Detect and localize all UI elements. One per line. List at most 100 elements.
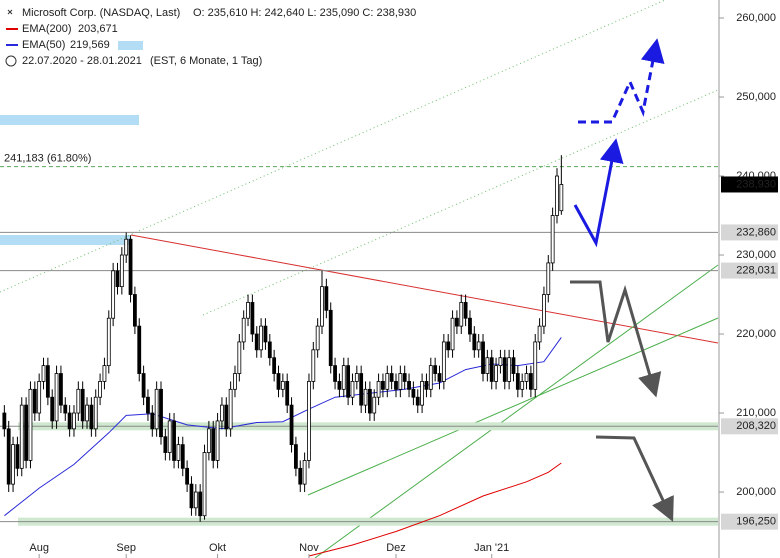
candle-body xyxy=(315,325,320,351)
candle-body xyxy=(89,404,94,430)
ema-line xyxy=(308,462,562,557)
candle-body xyxy=(220,404,224,422)
candle-body xyxy=(502,357,507,382)
level-label: 208,320 xyxy=(736,420,776,432)
candle-body xyxy=(346,365,351,398)
legend-label: EMA(200) xyxy=(22,23,72,35)
data-layer xyxy=(2,155,564,557)
candle-body xyxy=(463,302,468,319)
candle-body xyxy=(450,317,455,351)
candle-body xyxy=(350,381,355,398)
candle-body xyxy=(515,373,520,390)
x-tick-label: Nov xyxy=(299,542,319,554)
candle-body xyxy=(254,333,259,351)
scenario-arrow xyxy=(595,435,674,522)
y-tick-label: 250,000 xyxy=(736,91,776,103)
level-label: 232,860 xyxy=(736,226,776,238)
level-box xyxy=(721,224,778,241)
candle-body xyxy=(485,357,490,374)
y-tick-label: 260,000 xyxy=(736,12,776,24)
last-price-box xyxy=(721,176,778,193)
candle-body xyxy=(372,396,377,414)
candle-body xyxy=(398,373,403,390)
candle-body xyxy=(176,444,181,461)
legend-period-note: (EST, 6 Monate, 1 Tag) xyxy=(150,55,262,67)
candle-body xyxy=(206,428,211,453)
candle-body xyxy=(185,467,190,485)
candle-body xyxy=(402,373,407,382)
candle-body xyxy=(193,491,198,509)
candle-body xyxy=(424,381,429,390)
candle-body xyxy=(6,428,11,485)
y-tick-label: 220,000 xyxy=(736,328,776,340)
candle-body xyxy=(359,373,364,406)
candle-body xyxy=(32,388,37,414)
candle-body xyxy=(455,317,459,327)
candle-body xyxy=(241,317,246,343)
candle-body xyxy=(528,373,533,390)
candle-body xyxy=(498,357,503,367)
candle-body xyxy=(111,270,116,319)
scenario-arrow xyxy=(573,138,624,248)
candle-body xyxy=(80,388,85,422)
candle-body xyxy=(333,365,337,382)
candle-body xyxy=(115,270,120,288)
candle-body xyxy=(428,365,433,390)
candle-body xyxy=(285,381,290,406)
legend-ohlc: O: 235,610 H: 242,640 L: 235,090 C: 238,… xyxy=(193,7,416,19)
candle-body xyxy=(320,286,324,327)
scenario-arrow xyxy=(578,38,665,124)
candle-body xyxy=(437,373,442,382)
x-tick-label: Aug xyxy=(29,542,49,554)
candle-body xyxy=(93,396,98,430)
levels-layer: 241,183 (61.80%) xyxy=(0,153,718,526)
candle-body xyxy=(559,184,564,212)
legend-swatch xyxy=(118,41,143,50)
legend-value: 203,671 xyxy=(78,23,118,35)
candle-body xyxy=(276,373,281,390)
scenario-arrow xyxy=(570,280,662,398)
candle-body xyxy=(507,357,512,382)
candle-body xyxy=(441,341,446,382)
candle-body xyxy=(394,381,398,390)
candle-body xyxy=(446,341,451,351)
legend-icon xyxy=(7,9,13,15)
candle-body xyxy=(324,286,329,311)
candle-body xyxy=(85,404,89,422)
axis-layer: 200,000210,000220,000230,000240,000250,0… xyxy=(29,12,778,558)
candle-body xyxy=(72,412,76,430)
legend: Microsoft Corp. (NASDAQ, Last) O: 235,61… xyxy=(5,7,416,67)
candle-body xyxy=(59,373,63,406)
candle-body xyxy=(289,404,294,446)
level-box xyxy=(721,418,778,435)
candle-body xyxy=(524,373,529,382)
trend-line xyxy=(307,317,719,496)
candle-body xyxy=(546,262,551,295)
candle-body xyxy=(150,412,155,430)
candle-body xyxy=(298,467,303,485)
y-tick-label: 200,000 xyxy=(736,486,776,498)
candle-body xyxy=(154,388,159,430)
candle-body xyxy=(328,309,333,367)
candle-body xyxy=(407,381,411,390)
background-layer xyxy=(0,0,719,558)
candle-body xyxy=(555,175,559,216)
trend-line xyxy=(314,264,719,558)
candle-body xyxy=(481,341,485,374)
candle-body xyxy=(119,254,124,288)
candle-body xyxy=(259,325,263,351)
candle-body xyxy=(311,349,316,382)
candle-body xyxy=(132,294,137,327)
candle-body xyxy=(128,238,133,295)
candle-body xyxy=(294,444,298,469)
candle-body xyxy=(363,388,368,406)
candle-body xyxy=(511,357,516,374)
candle-body xyxy=(420,381,424,406)
channel-line xyxy=(202,89,719,316)
legend-value: 219,569 xyxy=(70,39,110,51)
legend-icon xyxy=(5,55,17,67)
candle-body xyxy=(267,341,272,359)
candle-body xyxy=(237,341,242,374)
candle-body xyxy=(50,396,55,422)
